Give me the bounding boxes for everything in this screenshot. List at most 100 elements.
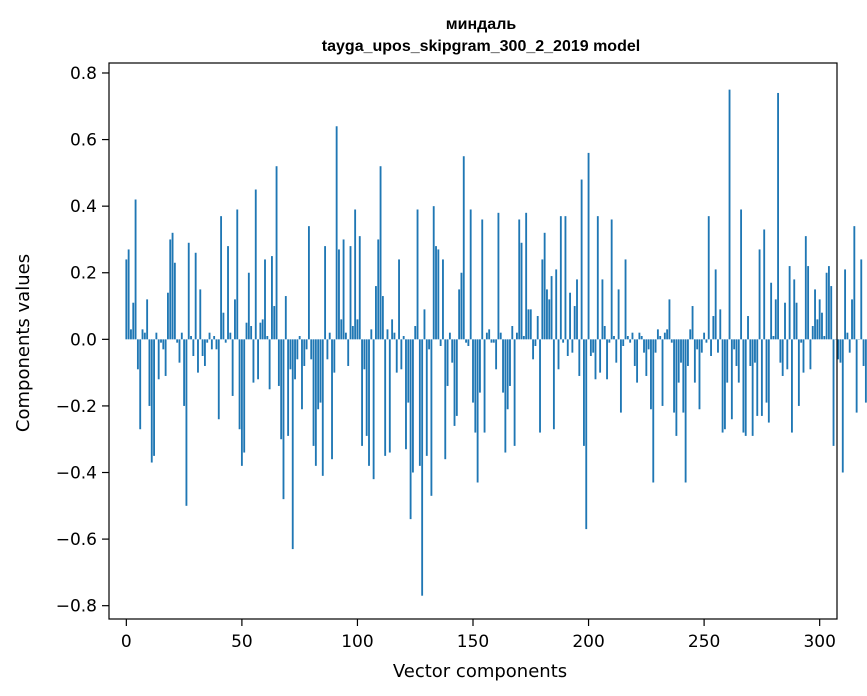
bar: [455, 339, 458, 416]
bar: [721, 339, 724, 433]
bar: [596, 216, 599, 340]
bar: [754, 339, 756, 363]
bar: [534, 339, 537, 346]
bar: [157, 339, 160, 380]
bar: [848, 339, 851, 353]
bar: [405, 339, 407, 450]
bar: [167, 292, 169, 340]
bar: [331, 339, 333, 460]
bar: [613, 336, 615, 340]
bar: [467, 339, 470, 346]
bar: [684, 339, 687, 483]
y-tick-label: −0.2: [56, 397, 97, 417]
bar: [781, 339, 784, 376]
bar: [767, 339, 770, 423]
bar: [717, 339, 719, 353]
bar: [509, 339, 511, 386]
bar: [354, 209, 357, 340]
bar: [723, 339, 726, 430]
bar: [650, 339, 652, 410]
bar: [418, 339, 421, 466]
bar: [187, 242, 190, 340]
bar: [192, 339, 195, 356]
bar: [411, 339, 414, 473]
bar: [862, 339, 865, 366]
bar: [402, 336, 405, 340]
bar: [691, 306, 694, 340]
bar: [365, 339, 368, 436]
bar: [351, 326, 354, 340]
bar: [603, 326, 606, 340]
bar: [513, 339, 516, 446]
x-tick-label: 200: [572, 632, 604, 652]
bar: [150, 339, 153, 463]
bar: [287, 339, 290, 436]
bar: [546, 289, 548, 340]
bar: [744, 339, 747, 436]
bar: [543, 232, 546, 340]
bar: [268, 339, 271, 390]
bar: [742, 339, 745, 433]
bar: [726, 339, 729, 383]
bar: [153, 339, 155, 456]
bar: [698, 339, 701, 410]
bar: [271, 256, 273, 340]
bar: [222, 312, 225, 340]
bar: [823, 336, 826, 340]
bar: [134, 199, 137, 340]
bar: [502, 339, 504, 393]
bar: [400, 339, 403, 370]
bar: [303, 339, 306, 366]
bar: [213, 336, 216, 340]
bar: [423, 309, 426, 340]
bar: [146, 299, 149, 340]
bar: [305, 339, 308, 350]
bar: [619, 339, 622, 413]
bar: [160, 339, 162, 343]
bar: [171, 232, 174, 340]
bar: [169, 239, 172, 340]
bar: [758, 249, 761, 340]
bar: [670, 339, 673, 343]
bar: [589, 339, 592, 356]
bar: [224, 339, 227, 343]
bar: [573, 306, 576, 340]
bar: [197, 339, 199, 373]
bar: [853, 226, 856, 340]
bar: [495, 339, 498, 370]
bar: [659, 336, 662, 340]
bar: [747, 316, 749, 340]
bar: [777, 92, 779, 340]
bar: [615, 339, 618, 363]
bar: [469, 209, 472, 340]
bar: [770, 282, 773, 340]
plot-frame: [108, 62, 838, 620]
bar: [733, 339, 736, 350]
bar: [647, 339, 650, 350]
bar: [749, 339, 752, 366]
bar: [583, 339, 585, 446]
bar: [735, 339, 738, 366]
bar: [774, 299, 777, 340]
bar: [569, 292, 571, 340]
y-tick-label: 0.2: [70, 264, 97, 284]
bar: [178, 339, 181, 363]
bar: [814, 289, 816, 340]
bar: [830, 286, 833, 340]
bar: [645, 339, 648, 376]
bar: [294, 339, 296, 380]
bar: [416, 209, 419, 340]
bar: [338, 249, 340, 340]
bar: [335, 126, 338, 340]
bar: [821, 312, 823, 340]
bar: [407, 339, 410, 403]
bar: [825, 272, 828, 340]
bar: [458, 289, 461, 340]
bar: [730, 339, 733, 420]
bar: [601, 279, 604, 340]
x-axis-ticks: 0 50 100 150 200 250 300: [121, 619, 836, 652]
bar: [266, 336, 269, 340]
bar: [610, 219, 613, 340]
bar: [578, 339, 581, 376]
bar: [763, 229, 766, 340]
